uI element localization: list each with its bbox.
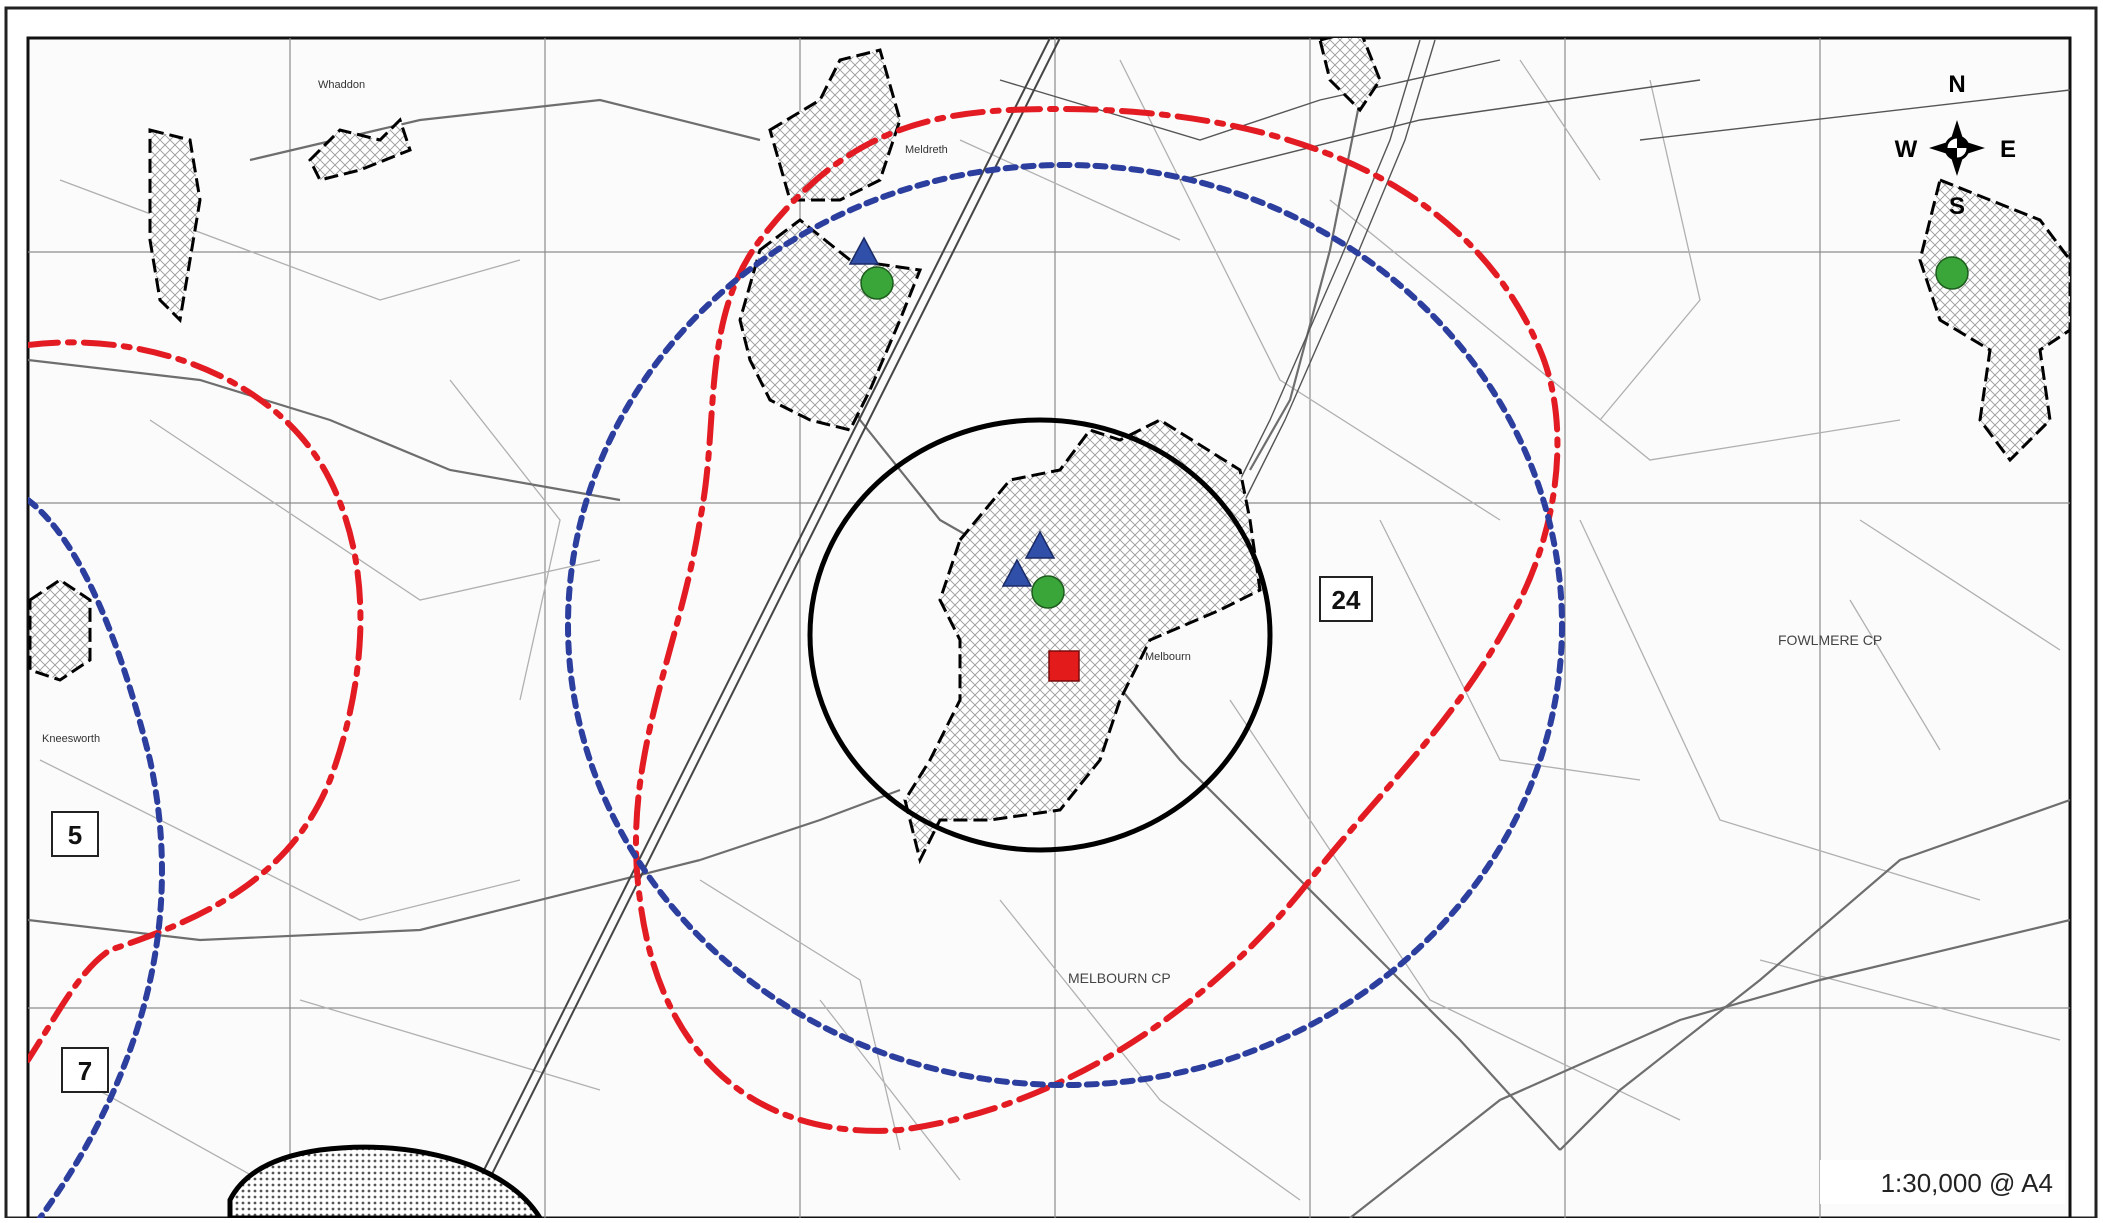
scale-text-background — [1820, 1160, 2065, 1204]
area-number-label: 24 — [1332, 585, 1361, 615]
parish-label: MELBOURN CP — [1068, 970, 1171, 986]
area-number-24: 24 — [1319, 576, 1373, 622]
compass-north-label: N — [1948, 71, 1965, 98]
settlement-label: Melbourn — [1145, 651, 1191, 663]
road-double-lines — [999, 39, 2070, 501]
shaded-hatched-area — [227, 1144, 543, 1218]
inner-black-circle — [807, 417, 1273, 853]
area-number-5: 5 — [51, 811, 99, 857]
scale-text: 1:30,000 @ A4 — [1881, 1168, 2053, 1198]
compass-rose: N S W E — [1895, 71, 2016, 220]
triangle-marker — [1001, 558, 1033, 587]
green-circle-marker — [1031, 575, 1065, 609]
area-number-7: 7 — [61, 1047, 109, 1093]
triangle-marker — [848, 236, 880, 265]
settlement-label: Whaddon — [318, 79, 365, 91]
compass-east-label: E — [2000, 136, 2016, 163]
compass-west-label: W — [1895, 136, 1918, 163]
markers — [848, 236, 1969, 682]
green-circle-marker — [1935, 256, 1969, 290]
compass-south-label: S — [1949, 193, 1965, 220]
area-number-label: 5 — [68, 820, 82, 850]
parish-label: FOWLMERE CP — [1778, 632, 1882, 648]
green-circle-marker — [860, 266, 894, 300]
area-number-label: 7 — [78, 1056, 92, 1086]
blue-dotted-rings — [28, 162, 1565, 1218]
red-square-marker — [1048, 650, 1080, 682]
red-dashdot-rings — [28, 105, 1561, 1134]
field-boundaries — [39, 59, 2061, 1201]
triangle-marker — [1024, 530, 1056, 559]
settlement-label: Kneesworth — [42, 733, 100, 745]
settlement-label: Meldreth — [905, 144, 948, 156]
railway — [459, 38, 1061, 1218]
